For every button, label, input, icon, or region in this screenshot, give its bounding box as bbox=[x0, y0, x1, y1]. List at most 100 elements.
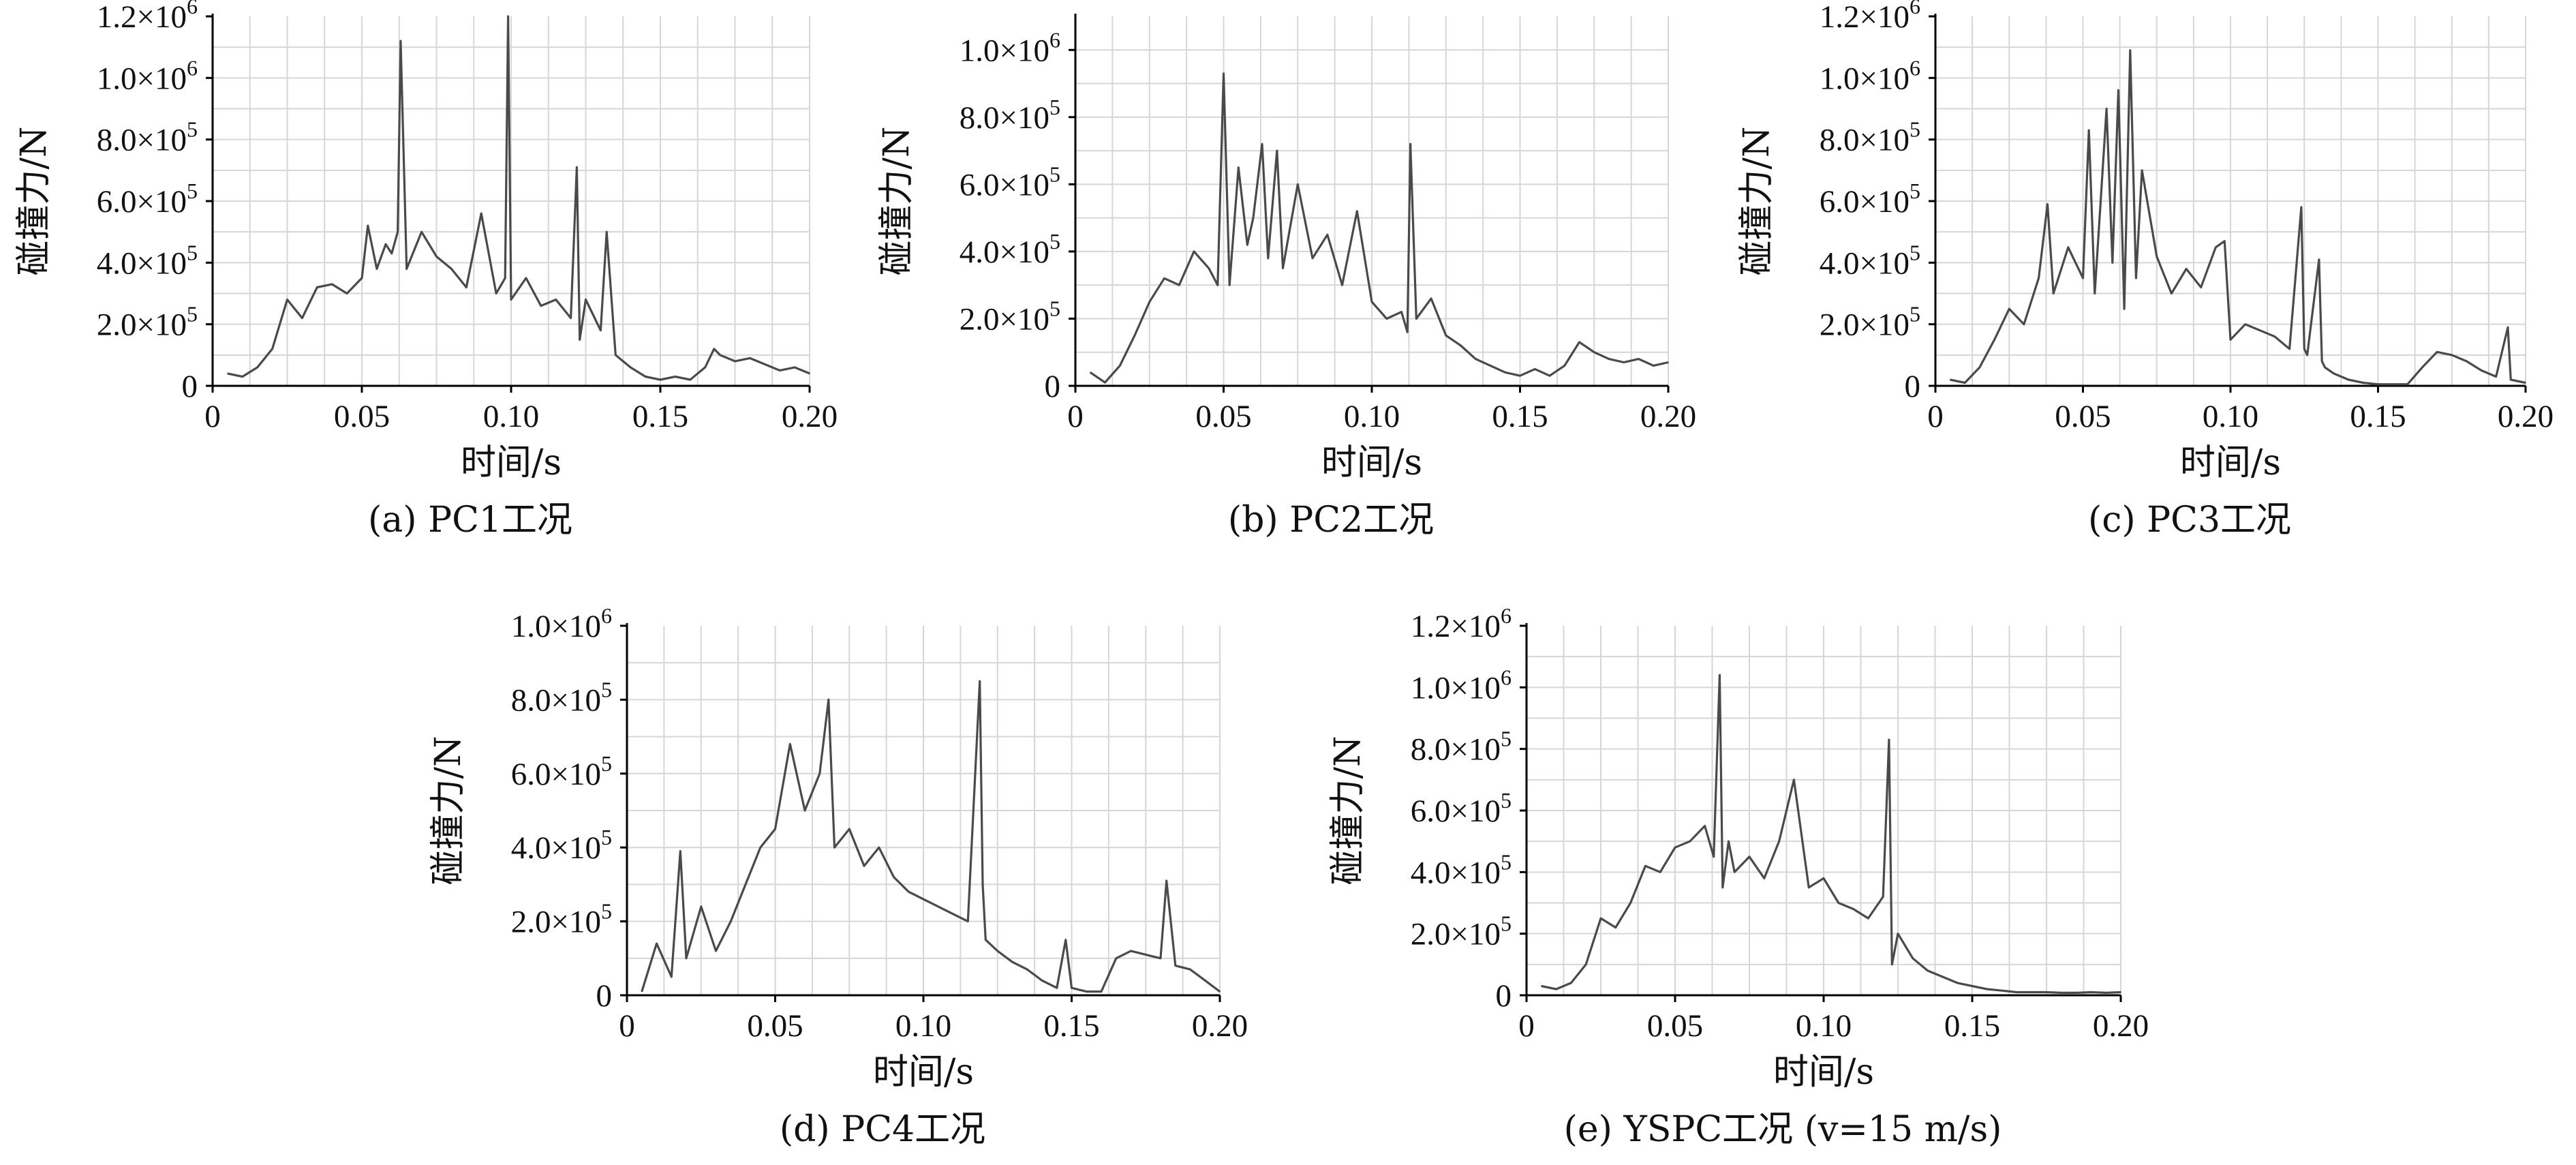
data-point bbox=[2215, 246, 2217, 248]
data-point bbox=[1713, 856, 1715, 858]
data-point bbox=[606, 231, 607, 232]
data-point bbox=[1174, 965, 1176, 967]
data-point bbox=[2324, 367, 2326, 368]
data-point bbox=[1668, 361, 1669, 363]
data-point bbox=[2156, 256, 2158, 258]
data-point bbox=[1578, 342, 1580, 343]
x-tick-label: 0.15 bbox=[2350, 399, 2406, 434]
y-axis-label: 碰撞力/N bbox=[1736, 126, 1777, 275]
data-point bbox=[730, 920, 732, 922]
data-point bbox=[985, 939, 987, 941]
data-point bbox=[1409, 143, 1411, 145]
data-point bbox=[789, 743, 791, 745]
data-point bbox=[1219, 990, 1221, 993]
y-tick-label: 1.0×106 bbox=[1411, 665, 1512, 706]
data-point bbox=[242, 376, 243, 378]
data-point bbox=[1957, 982, 1958, 984]
data-point bbox=[1629, 902, 1631, 904]
x-tick-label: 0 bbox=[1927, 399, 1944, 434]
data-point bbox=[2068, 246, 2069, 248]
data-point bbox=[1674, 847, 1676, 848]
y-tick-label: 1.0×106 bbox=[1820, 55, 1920, 96]
data-point bbox=[2230, 339, 2231, 341]
y-tick-label: 8.0×105 bbox=[960, 95, 1060, 136]
data-point bbox=[1011, 961, 1013, 963]
data-point bbox=[715, 950, 717, 952]
x-tick-label: 0.10 bbox=[483, 399, 539, 434]
data-point bbox=[271, 348, 273, 350]
x-tick-label: 0 bbox=[1067, 399, 1084, 434]
data-point bbox=[878, 847, 880, 848]
data-point bbox=[1204, 980, 1206, 982]
data-point bbox=[1608, 358, 1610, 360]
data-point bbox=[1165, 880, 1167, 881]
data-point bbox=[1721, 887, 1723, 888]
y-tick-label: 4.0×105 bbox=[511, 825, 612, 866]
data-point bbox=[1867, 918, 1869, 919]
y-tick-label: 8.0×105 bbox=[511, 677, 612, 718]
data-point bbox=[2053, 292, 2054, 294]
data-point bbox=[2031, 991, 2032, 993]
y-tick-label: 6.0×105 bbox=[1411, 788, 1512, 829]
x-tick-label: 0.15 bbox=[632, 399, 688, 434]
data-point bbox=[2123, 308, 2125, 309]
data-point bbox=[2023, 323, 2025, 325]
y-tick-label: 0 bbox=[596, 978, 613, 1014]
data-point bbox=[675, 376, 676, 378]
data-point bbox=[2094, 292, 2096, 294]
data-point bbox=[1570, 982, 1572, 984]
data-point bbox=[316, 286, 318, 288]
data-point bbox=[450, 268, 453, 270]
data-point bbox=[256, 367, 258, 368]
x-tick-label: 0.10 bbox=[895, 1008, 951, 1044]
data-point bbox=[331, 284, 333, 285]
data-point bbox=[779, 369, 780, 372]
y-tick-label: 1.2×106 bbox=[1820, 0, 1920, 35]
x-tick-label: 0.20 bbox=[1640, 399, 1696, 434]
data-point bbox=[1445, 335, 1447, 336]
y-axis-label: 碰撞力/N bbox=[14, 126, 55, 275]
data-point bbox=[1101, 990, 1102, 993]
data-point bbox=[1764, 877, 1765, 879]
data-point bbox=[1238, 166, 1240, 168]
data-point bbox=[1065, 939, 1067, 941]
x-tick-label: 0.20 bbox=[2498, 399, 2554, 434]
data-point bbox=[2016, 991, 2018, 993]
data-point bbox=[385, 243, 386, 245]
data-point bbox=[690, 379, 691, 380]
y-tick-label: 2.0×105 bbox=[511, 899, 612, 940]
data-point bbox=[1407, 331, 1408, 333]
data-point bbox=[1229, 284, 1230, 286]
x-tick-label: 0.15 bbox=[1492, 399, 1548, 434]
data-point bbox=[2306, 354, 2308, 356]
data-point bbox=[540, 305, 542, 307]
data-point bbox=[1891, 964, 1893, 965]
data-point bbox=[227, 373, 228, 374]
data-point bbox=[734, 361, 736, 362]
data-point bbox=[749, 357, 751, 359]
data-point bbox=[576, 166, 578, 168]
data-point bbox=[2001, 990, 2003, 992]
data-point bbox=[660, 379, 661, 380]
data-point bbox=[1148, 301, 1150, 303]
data-point bbox=[301, 317, 303, 319]
data-point bbox=[2046, 203, 2049, 205]
data-point bbox=[996, 950, 998, 952]
data-point bbox=[774, 828, 776, 830]
data-point bbox=[1778, 841, 1780, 842]
data-point bbox=[937, 906, 939, 907]
data-point bbox=[2082, 277, 2084, 279]
y-tick-label: 2.0×105 bbox=[1411, 911, 1512, 952]
data-point bbox=[2421, 367, 2423, 368]
data-point bbox=[1086, 990, 1088, 993]
data-point bbox=[679, 850, 681, 852]
data-point bbox=[686, 958, 687, 959]
x-tick-label: 0.05 bbox=[1647, 1008, 1703, 1044]
x-tick-label: 0.15 bbox=[1944, 1008, 2000, 1044]
data-point bbox=[794, 367, 795, 368]
data-point bbox=[504, 277, 506, 279]
data-point bbox=[1987, 988, 1988, 990]
data-point bbox=[1115, 958, 1117, 959]
x-tick-label: 0.10 bbox=[1796, 1008, 1852, 1044]
